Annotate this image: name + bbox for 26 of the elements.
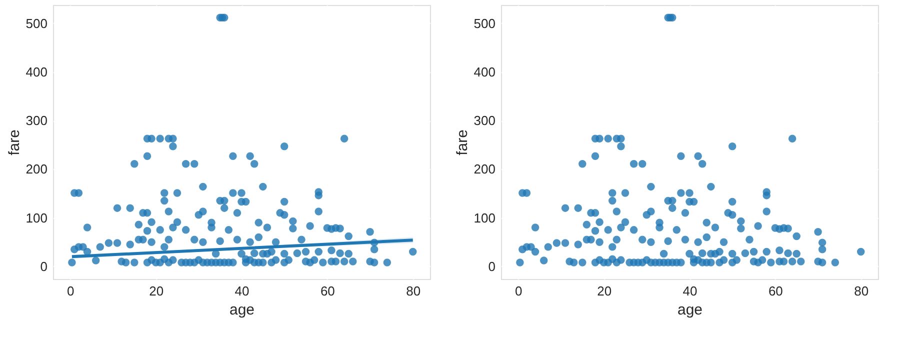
y-tick-label: 300 <box>26 113 48 128</box>
x-tick-label: 40 <box>682 284 698 298</box>
y-tick-label: 500 <box>474 16 496 31</box>
x-tick-label: 80 <box>406 284 421 298</box>
x-tick-label: 0 <box>67 284 74 298</box>
y-tick-label: 200 <box>474 162 496 177</box>
y-tick-label: 400 <box>26 64 48 80</box>
y-tick-label: 100 <box>474 210 496 226</box>
y-tick-label: 200 <box>26 162 48 177</box>
x-tick-label: 0 <box>515 284 522 298</box>
y-axis-title: fare <box>6 130 23 156</box>
y-tick-label: 100 <box>26 210 48 226</box>
x-tick-label: 40 <box>234 284 250 298</box>
x-tick-label: 20 <box>149 284 164 298</box>
y-tick-label: 400 <box>474 64 496 80</box>
x-tick-label: 60 <box>320 284 335 298</box>
x-axis-title: age <box>677 302 703 318</box>
y-tick-label: 0 <box>40 258 48 274</box>
y-tick-label: 0 <box>488 258 496 274</box>
x-tick-label: 20 <box>597 284 612 298</box>
x-axis-title: age <box>229 302 255 318</box>
x-tick-label: 60 <box>768 284 783 298</box>
y-axis-title: fare <box>454 130 471 156</box>
x-tick-label: 80 <box>854 284 869 298</box>
y-tick-label: 300 <box>474 113 496 128</box>
y-tick-label: 500 <box>26 16 48 31</box>
